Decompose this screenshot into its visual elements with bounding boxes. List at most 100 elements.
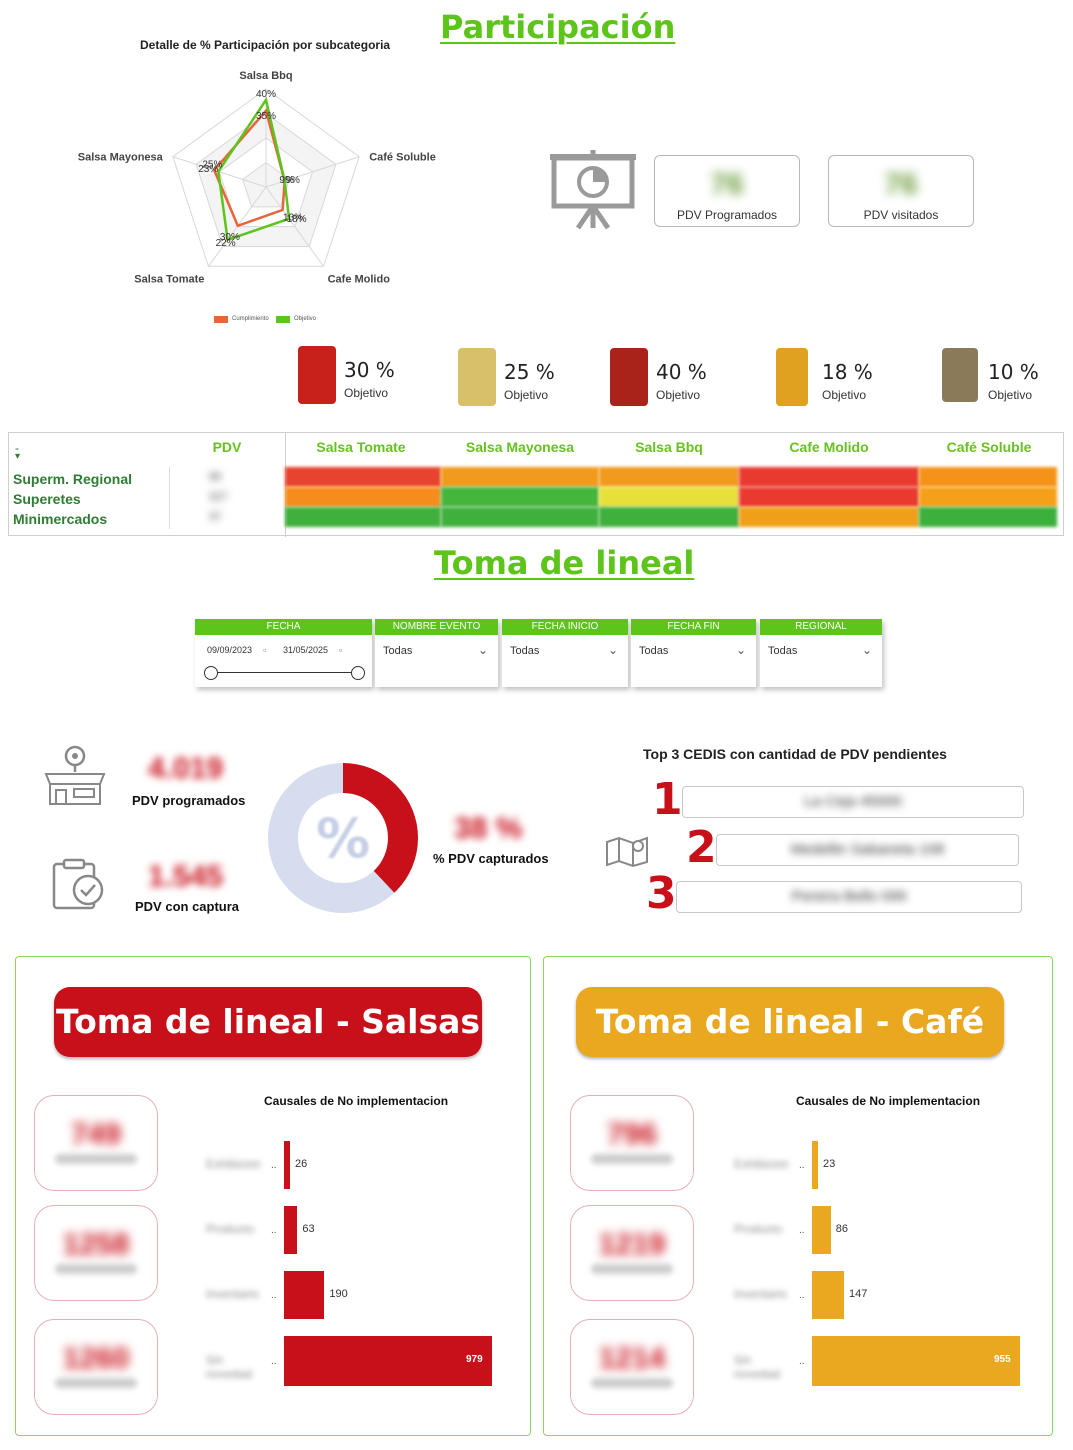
causal-bar-value: 955 [994, 1354, 1011, 1365]
radar-axis-label: Salsa Mayonesa [78, 152, 164, 164]
row-label-superm-regional: Superm. Regional [13, 471, 133, 487]
filter-value: Todas [768, 645, 798, 657]
cafe-stat-value: 1214 [598, 1342, 666, 1375]
causal-bar-value: 23 [823, 1158, 836, 1170]
row-pdv: 327 [209, 491, 228, 503]
causal-bar-value: 190 [329, 1288, 348, 1300]
pdv-visitados-card: 76 PDV visitados [828, 155, 974, 227]
bar-category-label: Producto [734, 1222, 783, 1236]
bar-label-ellipsis: .. [271, 1290, 277, 1301]
product-pct: 18 % [822, 360, 873, 384]
map-icon [606, 836, 648, 868]
bar-label-ellipsis: .. [271, 1160, 277, 1171]
top3-item-name: Medellin Sabaneta 108 [790, 841, 945, 858]
salsas-stat-value: 1258 [62, 1228, 130, 1261]
table-corner: - [15, 441, 19, 455]
bar-label-ellipsis: .. [799, 1356, 805, 1367]
pdv-programados-kpi-label: PDV programados [132, 793, 246, 808]
causal-bar [284, 1271, 325, 1319]
salsas-panel: Toma de lineal - Salsas 749 1258 1260 Ca… [15, 956, 531, 1436]
radar-value-label: 22% [216, 238, 236, 249]
bar-category-label: Exhibicion [206, 1157, 261, 1171]
filter-value: Todas [510, 645, 540, 657]
salsas-stat-card: 1260 [34, 1319, 158, 1415]
causal-bar [812, 1206, 831, 1254]
radar-spoke [265, 156, 360, 188]
filter-value: Todas [639, 645, 669, 657]
radar-value-label: 25% [202, 160, 222, 171]
filter-fecha[interactable]: FECHA 09/09/2023 ▫ 31/05/2025 ▫ [195, 619, 372, 687]
heatmap-cell [739, 487, 919, 507]
chevron-down-icon[interactable]: ⌄ [477, 643, 488, 657]
heatmap-cell [285, 507, 441, 527]
radar-axis-label: Salsa Bbq [239, 70, 292, 82]
capture-donut-chart: % [268, 763, 418, 913]
radar-spoke [265, 186, 325, 267]
salsas-stat-card: 1258 [34, 1205, 158, 1301]
bar-label-ellipsis: .. [799, 1290, 805, 1301]
salsa-mayonesa-image [458, 348, 496, 406]
salsas-stat-card: 749 [34, 1095, 158, 1191]
filter-fecha-inicio[interactable]: FECHA INICIO Todas ⌄ [502, 619, 628, 687]
date-to[interactable]: 31/05/2025 [283, 645, 329, 655]
top3-title: Top 3 CEDIS con cantidad de PDV pendient… [643, 746, 947, 762]
filter-nombre-evento[interactable]: NOMBRE EVENTO Todas ⌄ [375, 619, 498, 687]
percent-icon: % [316, 807, 370, 870]
col-header-salsa-tomate: Salsa Tomate [316, 439, 406, 455]
chevron-down-icon[interactable]: ⌄ [735, 643, 746, 657]
bar-category-label: Producto [206, 1222, 255, 1236]
radar-value-label: 9% [285, 175, 300, 186]
filter-value: Todas [383, 645, 413, 657]
product-cafe-soluble: 10 % Objetivo [942, 348, 1062, 418]
col-header-salsa-mayonesa: Salsa Mayonesa [465, 439, 575, 455]
pdv-programados-label: PDV Programados [676, 208, 778, 222]
clipboard-check-icon [52, 858, 104, 910]
row-pdv: 96 [209, 471, 222, 483]
causal-bar [812, 1271, 845, 1319]
radar-series-objetivo [217, 96, 291, 242]
date-slider-handle-start[interactable] [204, 666, 218, 680]
chevron-down-icon[interactable]: ⌄ [861, 643, 872, 657]
cafe-stat-sub [591, 1154, 673, 1164]
heatmap-cell [599, 467, 739, 487]
bar-category-label: Sin novedad [734, 1353, 781, 1381]
chevron-down-icon[interactable]: ⌄ [607, 643, 618, 657]
radar-value-label: 40% [256, 89, 276, 100]
bar-category-label: Inventario [734, 1287, 787, 1301]
row-pdv: 37 [209, 511, 222, 523]
rank-2: 2 [686, 822, 717, 873]
causal-bar [284, 1141, 290, 1189]
calendar-icon[interactable]: ▫ [263, 645, 267, 655]
product-label: Objetivo [822, 388, 867, 402]
date-from[interactable]: 09/09/2023 [207, 645, 253, 655]
date-slider-track[interactable] [211, 672, 357, 673]
date-slider-handle-end[interactable] [351, 666, 365, 680]
radar-axis-label: Salsa Tomate [134, 273, 204, 285]
radar-value-label: 9% [279, 175, 294, 186]
top3-item-3: Pereira Bello 099 [676, 881, 1022, 913]
pdv-captura-kpi-label: PDV con captura [135, 899, 240, 914]
causal-bar-value: 147 [849, 1288, 868, 1300]
cafe-stat-card: 1214 [570, 1319, 694, 1415]
calendar-icon[interactable]: ▫ [339, 645, 343, 655]
filter-regional[interactable]: REGIONAL Todas ⌄ [760, 619, 882, 687]
rank-3: 3 [646, 868, 677, 919]
causal-bar-value: 979 [466, 1354, 483, 1365]
legend-label-objetivo: Objetivo [294, 316, 317, 322]
heatmap-cell [739, 467, 919, 487]
legend-label-cumplimiento: Cumplimiento [232, 316, 269, 322]
radar-value-label: 30% [220, 232, 240, 243]
pdv-captura-kpi-value: 1.545 [148, 860, 224, 893]
filter-fecha-fin[interactable]: FECHA FIN Todas ⌄ [631, 619, 756, 687]
sort-arrow-icon[interactable]: ▾ [15, 451, 21, 462]
filter-header: FECHA FIN [631, 619, 756, 635]
col-header-cafe-molido: Cafe Molido [789, 439, 869, 455]
cafe-causal-title: Causales de No implementacion [796, 1094, 981, 1108]
product-cafe-molido: 18 % Objetivo [776, 348, 896, 418]
causal-bar-value: 26 [295, 1158, 308, 1170]
product-salsa-mayonesa: 25 % Objetivo [458, 348, 578, 418]
product-label: Objetivo [504, 388, 549, 402]
radar-title: Detalle de % Participación por subcatego… [140, 38, 391, 52]
pdv-visitados-label: PDV visitados [863, 208, 939, 222]
legend-swatch-cumplimiento [214, 316, 228, 323]
